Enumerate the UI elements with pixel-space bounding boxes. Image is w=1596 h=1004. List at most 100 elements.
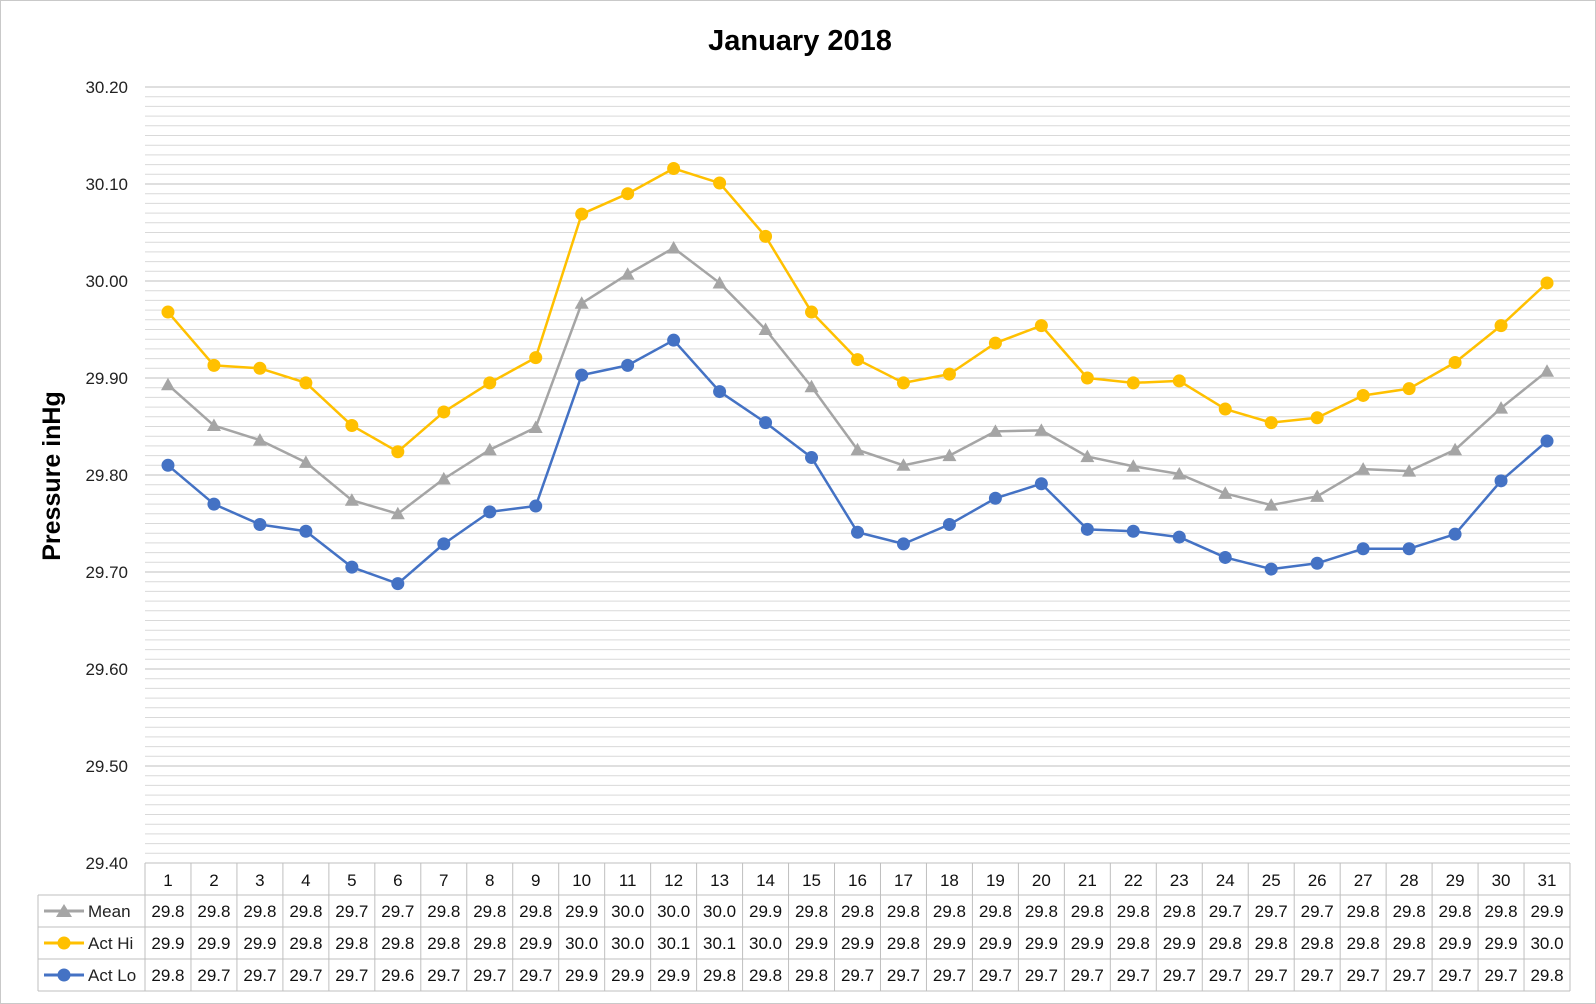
- x-category-label: 18: [940, 871, 959, 890]
- table-cell-value: 29.8: [519, 902, 552, 921]
- y-tick-label: 30.20: [85, 78, 128, 97]
- table-cell-value: 29.8: [289, 934, 322, 953]
- table-cell-value: 29.8: [1301, 934, 1334, 953]
- data-point: [896, 537, 910, 551]
- x-category-label: 7: [439, 871, 448, 890]
- x-category-label: 22: [1124, 871, 1143, 890]
- table-cell-value: 29.8: [887, 902, 920, 921]
- data-point: [483, 376, 497, 390]
- data-point: [712, 275, 727, 289]
- x-category-label: 10: [572, 871, 591, 890]
- y-axis-label: Pressure inHg: [38, 391, 66, 561]
- x-category-label: 28: [1400, 871, 1419, 890]
- table-cell-value: 29.9: [519, 934, 552, 953]
- data-point: [1448, 355, 1462, 369]
- legend-marker-circle: [57, 936, 71, 950]
- table-cell-value: 29.9: [1439, 934, 1472, 953]
- data-point: [575, 368, 589, 382]
- table-cell-value: 29.9: [1025, 934, 1058, 953]
- data-point: [1218, 550, 1232, 564]
- x-category-label: 24: [1216, 871, 1235, 890]
- data-point: [896, 458, 911, 471]
- data-point: [1080, 522, 1094, 536]
- data-point: [345, 419, 359, 433]
- data-point: [1172, 467, 1187, 480]
- table-cell-value: 30.0: [703, 902, 736, 921]
- table-cell-value: 29.8: [151, 902, 184, 921]
- data-point: [850, 442, 865, 456]
- data-point: [1080, 371, 1094, 385]
- data-point: [299, 524, 313, 538]
- table-cell-value: 29.8: [1393, 934, 1426, 953]
- data-point: [1310, 411, 1324, 425]
- table-cell-value: 29.8: [1255, 934, 1288, 953]
- table-cell-value: 30.0: [611, 934, 644, 953]
- y-tick-label: 29.90: [85, 369, 128, 388]
- x-category-label: 26: [1308, 871, 1327, 890]
- data-point: [1218, 486, 1233, 499]
- table-cell-value: 29.7: [519, 966, 552, 985]
- table-cell-value: 29.8: [1347, 902, 1380, 921]
- data-point: [988, 491, 1002, 505]
- table-cell-value: 29.7: [335, 902, 368, 921]
- data-point: [345, 560, 359, 574]
- data-point: [942, 367, 956, 381]
- table-cell-value: 29.8: [473, 934, 506, 953]
- data-point: [1540, 434, 1554, 448]
- table-cell-value: 29.9: [933, 934, 966, 953]
- data-point: [1448, 527, 1462, 541]
- table-cell-value: 29.7: [1439, 966, 1472, 985]
- table-cell-value: 29.8: [1117, 902, 1150, 921]
- table-cell-value: 29.7: [427, 966, 460, 985]
- x-category-label: 6: [393, 871, 402, 890]
- table-cell-value: 29.8: [795, 902, 828, 921]
- series-group: [161, 333, 1554, 591]
- table-cell-value: 29.7: [1393, 966, 1426, 985]
- data-point: [529, 351, 543, 365]
- data-point: [436, 471, 451, 485]
- x-category-label: 30: [1492, 871, 1511, 890]
- table-cell-value: 29.7: [933, 966, 966, 985]
- y-tick-label: 30.10: [85, 175, 128, 194]
- data-point: [759, 229, 773, 243]
- data-point: [851, 353, 864, 367]
- data-point: [253, 361, 267, 375]
- data-point: [713, 385, 727, 399]
- data-point: [1172, 374, 1186, 388]
- data-point: [666, 241, 681, 254]
- y-tick-label: 29.40: [85, 854, 128, 873]
- data-point: [988, 336, 1002, 350]
- table-cell-value: 29.9: [565, 966, 598, 985]
- table-cell-value: 29.7: [841, 966, 874, 985]
- data-point: [206, 418, 221, 432]
- table-cell-value: 29.8: [703, 966, 736, 985]
- data-table: 1 2 3 4 5 6 7 8 9 10 11 12 13 14 15 16 17 18 19 20 21 22 23 24 2…: [37, 862, 1571, 992]
- table-cell-value: 29.9: [979, 934, 1012, 953]
- table-cell-value: 29.7: [1117, 966, 1150, 985]
- series-group: [160, 241, 1555, 520]
- data-point: [1494, 474, 1508, 488]
- table-cell-value: 29.7: [335, 966, 368, 985]
- table-cell-value: 29.9: [795, 934, 828, 953]
- data-point: [390, 506, 405, 520]
- data-point: [161, 458, 175, 472]
- data-point: [896, 376, 910, 390]
- table-cell-value: 30.0: [611, 902, 644, 921]
- data-point: [252, 433, 267, 446]
- x-category-label: 19: [986, 871, 1005, 890]
- data-point: [1402, 382, 1416, 396]
- data-point: [942, 448, 957, 462]
- table-cell-value: 29.9: [1530, 902, 1563, 921]
- x-category-label: 8: [485, 871, 494, 890]
- y-tick-label: 29.50: [85, 757, 128, 776]
- data-point: [391, 577, 405, 591]
- data-point: [437, 537, 451, 551]
- data-point: [621, 187, 635, 201]
- data-point: [621, 358, 635, 372]
- data-point: [437, 405, 451, 419]
- table-cell-value: 29.8: [427, 934, 460, 953]
- data-point: [253, 517, 267, 531]
- x-category-label: 15: [802, 871, 821, 890]
- table-cell-value: 29.7: [887, 966, 920, 985]
